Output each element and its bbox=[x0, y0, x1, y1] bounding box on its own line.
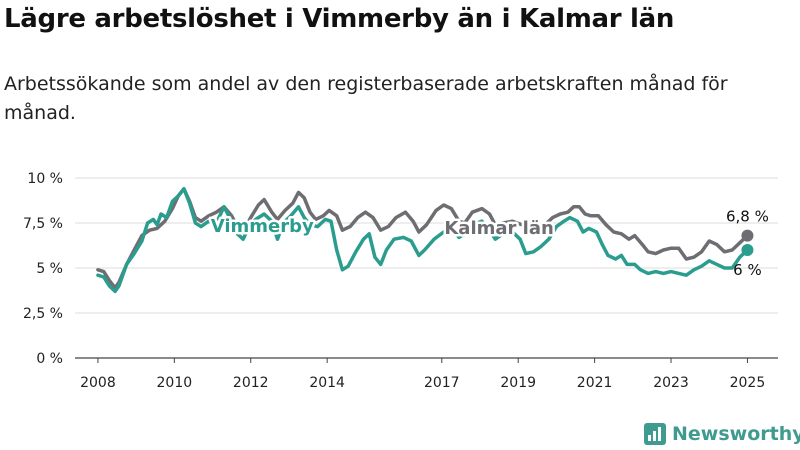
x-tick-label: 2021 bbox=[577, 375, 613, 391]
x-tick-label: 2025 bbox=[730, 375, 766, 391]
x-tick-label: 2014 bbox=[309, 375, 345, 391]
x-tick-label: 2017 bbox=[424, 375, 460, 391]
bar-chart-logo-icon bbox=[644, 423, 666, 445]
x-tick-label: 2019 bbox=[500, 375, 536, 391]
end-label-vimmerby: 6 % bbox=[733, 261, 762, 279]
x-tick-label: 2008 bbox=[80, 375, 116, 391]
end-point-vimmerby bbox=[741, 244, 754, 256]
series-lines bbox=[96, 187, 754, 294]
y-tick-label: 7,5 % bbox=[23, 216, 63, 232]
series-line-vimmerby bbox=[96, 187, 750, 294]
y-tick-label: 0 % bbox=[36, 351, 63, 367]
y-tick-label: 2,5 % bbox=[23, 306, 63, 322]
gridlines bbox=[75, 177, 778, 359]
y-axis-ticks: 0 % 2,5 % 5 % 7,5 % 10 % bbox=[23, 171, 63, 367]
chart-subtitle: Arbetssökande som andel av den registerb… bbox=[4, 73, 728, 124]
x-axis-ticks: 2008 2010 2012 2014 2017 2019 2021 2023 2025 bbox=[80, 358, 765, 391]
series-labels: 6,8 % 6 % Vimmerby Kalmar län bbox=[208, 208, 769, 279]
end-point-kalmar-l-n bbox=[741, 229, 754, 242]
series-line-kalmar-l-n bbox=[96, 187, 750, 290]
y-tick-label: 10 % bbox=[27, 171, 63, 187]
series-label-kalmar-l-n: Kalmar län bbox=[444, 218, 553, 239]
x-tick-label: 2012 bbox=[233, 375, 269, 391]
y-tick-label: 5 % bbox=[36, 261, 63, 277]
series-label-vimmerby: Vimmerby bbox=[211, 216, 314, 237]
chart-title: Lägre arbetslöshet i Vimmerby än i Kalma… bbox=[4, 4, 675, 34]
x-tick-label: 2010 bbox=[157, 375, 193, 391]
newsworthy-brand: Newsworthy bbox=[644, 419, 800, 449]
end-label-kalmar-l-n: 6,8 % bbox=[726, 208, 769, 226]
x-tick-label: 2023 bbox=[653, 375, 689, 391]
brand-name: Newsworthy bbox=[672, 423, 800, 445]
